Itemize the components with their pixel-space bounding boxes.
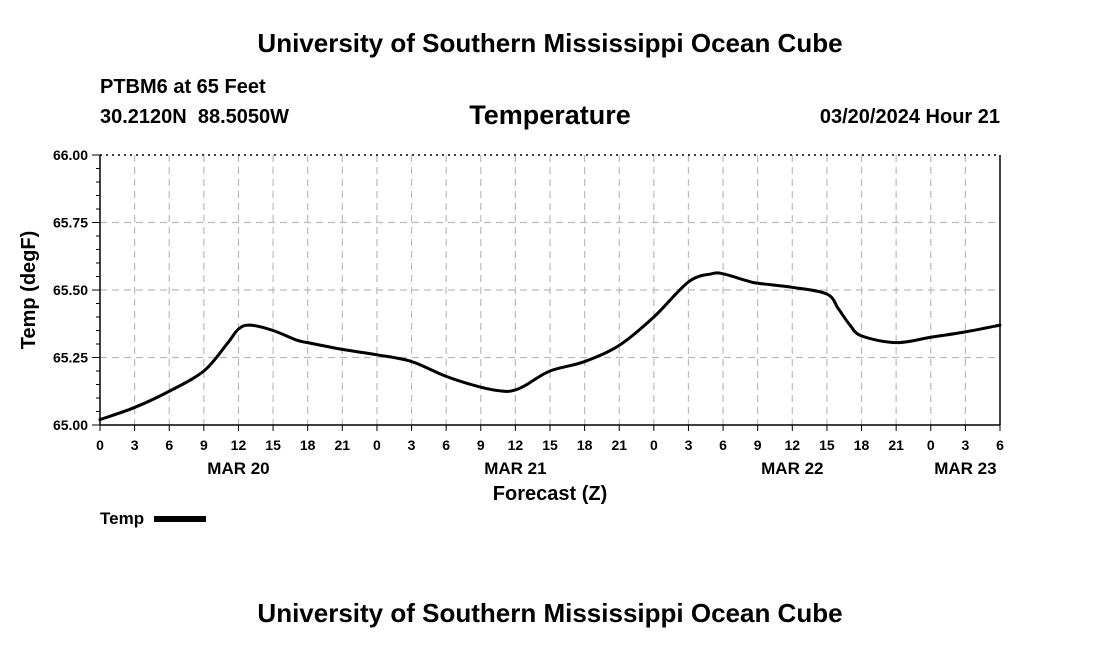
series-line-temp [98, 271, 1002, 422]
date-label: MAR 23 [934, 459, 996, 478]
x-tick-label: 0 [650, 437, 658, 453]
x-tick-label: 9 [477, 437, 485, 453]
chart-title: Temperature [469, 100, 631, 130]
x-tick-label: 0 [96, 437, 104, 453]
y-tick-label: 65.75 [53, 215, 88, 231]
x-tick-label: 9 [200, 437, 208, 453]
x-tick-label: 6 [996, 437, 1004, 453]
y-tick-label: 65.50 [53, 282, 88, 298]
x-tick-label: 12 [231, 437, 247, 453]
x-tick-label: 15 [819, 437, 835, 453]
x-tick-label: 21 [888, 437, 904, 453]
y-tick-label: 65.00 [53, 417, 88, 433]
x-tick-label: 6 [442, 437, 450, 453]
legend: Temp [100, 509, 207, 529]
y-axis-label: Temp (degF) [18, 231, 40, 350]
x-tick-label: 12 [508, 437, 524, 453]
station-coordinates: 30.2120N 88.5050W [100, 106, 290, 128]
x-tick-label: 3 [131, 437, 139, 453]
label-layer: 65.00 65.25 65.50 65.75 66.00 0 3 6 9 12 15 18 21 0 3 6… [18, 147, 1004, 505]
axes-layer [92, 154, 1001, 431]
forecast-datetime: 03/20/2024 Hour 21 [819, 106, 1000, 128]
page-title: University of Southern Mississippi Ocean… [257, 28, 843, 58]
x-tick-label: 18 [577, 437, 593, 453]
x-tick-label: 3 [685, 437, 693, 453]
grid-layer [100, 155, 1000, 425]
x-axis-label: Forecast (Z) [493, 483, 607, 505]
series-layer [98, 271, 1002, 422]
y-tick-label: 66.00 [53, 147, 88, 163]
y-tick-label: 65.25 [53, 350, 88, 366]
date-label: MAR 21 [484, 459, 546, 478]
x-tick-label: 18 [300, 437, 316, 453]
date-label: MAR 20 [207, 459, 269, 478]
x-tick-label: 18 [854, 437, 870, 453]
x-tick-label: 0 [373, 437, 381, 453]
station-label: PTBM6 at 65 Feet [100, 76, 266, 98]
x-tick-label: 0 [927, 437, 935, 453]
x-tick-label: 6 [719, 437, 727, 453]
x-tick-label: 3 [961, 437, 969, 453]
date-label: MAR 22 [761, 459, 823, 478]
x-tick-label: 15 [542, 437, 558, 453]
x-tick-label: 21 [611, 437, 627, 453]
x-tick-label: 12 [785, 437, 801, 453]
x-tick-label: 15 [265, 437, 281, 453]
x-tick-label: 6 [165, 437, 173, 453]
footer-title: University of Southern Mississippi Ocean… [257, 598, 843, 628]
x-tick-label: 3 [408, 437, 416, 453]
x-tick-label: 21 [335, 437, 351, 453]
x-tick-label: 9 [754, 437, 762, 453]
legend-swatch [154, 516, 207, 522]
legend-label: Temp [100, 509, 145, 528]
